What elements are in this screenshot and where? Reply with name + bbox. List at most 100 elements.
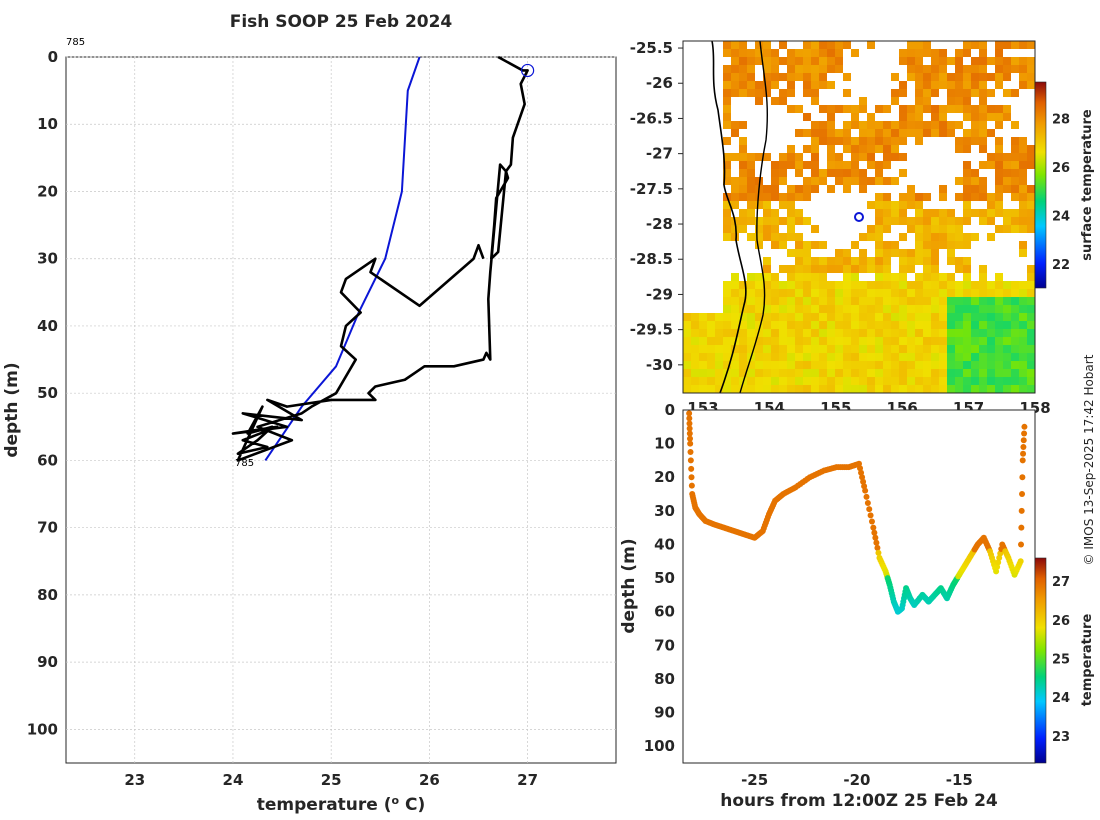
sst-cell: [795, 217, 803, 225]
sst-cell: [827, 57, 835, 65]
sst-cell: [947, 89, 955, 97]
depth-time-point: [993, 568, 1000, 575]
sst-cell: [755, 201, 763, 209]
sst-cell: [779, 89, 787, 97]
sst-cell: [1003, 321, 1011, 329]
sst-cell: [747, 153, 755, 161]
sst-cell: [939, 353, 947, 361]
sst-cell: [899, 169, 907, 177]
sst-cell: [963, 353, 971, 361]
sst-cell: [819, 369, 827, 377]
depth-time-point: [872, 534, 879, 541]
sst-cell: [995, 289, 1003, 297]
sst-cell: [803, 113, 811, 121]
sst-cell: [1003, 41, 1011, 49]
sst-cell: [947, 273, 955, 281]
sst-cell: [955, 361, 963, 369]
sst-cell: [931, 49, 939, 57]
sst-cell: [979, 385, 987, 393]
sst-cell: [939, 377, 947, 385]
sst-cell: [851, 337, 859, 345]
sst-cell: [875, 137, 883, 145]
sst-cell: [827, 153, 835, 161]
depth-time-point: [1019, 457, 1026, 464]
sst-cell: [699, 313, 707, 321]
sst-cell: [771, 169, 779, 177]
sst-cell: [747, 73, 755, 81]
sst-cell: [923, 289, 931, 297]
sst-cell: [883, 137, 891, 145]
sst-cell: [779, 345, 787, 353]
sst-cell: [955, 345, 963, 353]
sst-cell: [819, 329, 827, 337]
depth-time-point: [997, 550, 1004, 557]
sst-cell: [699, 385, 707, 393]
sst-cell: [907, 105, 915, 113]
sst-cell: [883, 241, 891, 249]
sst-cell: [979, 177, 987, 185]
sst-cell: [971, 385, 979, 393]
depth-time-point: [1021, 430, 1028, 437]
sst-cell: [843, 89, 851, 97]
sst-cell: [811, 241, 819, 249]
sst-cell: [803, 73, 811, 81]
sst-cell: [771, 313, 779, 321]
sst-cell: [971, 233, 979, 241]
sst-cell: [723, 385, 731, 393]
sst-cell: [875, 321, 883, 329]
sst-cell: [923, 65, 931, 73]
sst-cell: [923, 129, 931, 137]
sst-cell: [843, 385, 851, 393]
sst-cell: [1019, 153, 1027, 161]
sst-cell: [771, 177, 779, 185]
sst-cell: [1027, 41, 1035, 49]
sst-cell: [1019, 337, 1027, 345]
sst-cell: [907, 49, 915, 57]
sst-cell: [771, 281, 779, 289]
sst-cell: [891, 297, 899, 305]
sst-cell: [691, 329, 699, 337]
sst-cell: [963, 89, 971, 97]
sst-cell: [811, 89, 819, 97]
sst-cell: [763, 321, 771, 329]
sst-cell: [867, 313, 875, 321]
sst-cell: [931, 65, 939, 73]
sst-cell: [803, 65, 811, 73]
sst-cell: [835, 281, 843, 289]
sst-cell: [755, 49, 763, 57]
sst-cell: [963, 377, 971, 385]
sst-cell: [779, 161, 787, 169]
sst-cell: [955, 73, 963, 81]
sst-cell: [851, 105, 859, 113]
sst-cell: [787, 337, 795, 345]
temperature-colorbar: [1034, 557, 1047, 764]
sst-cell: [851, 369, 859, 377]
sst-cell: [739, 161, 747, 169]
sst-cell: [1019, 209, 1027, 217]
depth-time-point: [1018, 524, 1025, 531]
sst-cell: [923, 345, 931, 353]
sst-cell: [939, 281, 947, 289]
depth-time-point: [687, 457, 694, 464]
sst-cell: [987, 305, 995, 313]
sst-cell: [835, 361, 843, 369]
sst-map-lat-label: -25.5: [630, 39, 673, 57]
sst-cell: [819, 121, 827, 129]
sst-cell: [923, 81, 931, 89]
sst-cell: [1011, 57, 1019, 65]
profile-x-axis-label: temperature (o C): [257, 794, 426, 816]
sst-cell: [979, 353, 987, 361]
sst-cell: [835, 41, 843, 49]
sst-cell: [795, 169, 803, 177]
sst-cell: [755, 217, 763, 225]
profile-y-axis-label: depth (m): [2, 362, 22, 457]
sst-cell: [811, 313, 819, 321]
sst-cell: [923, 41, 931, 49]
sst-cell: [883, 193, 891, 201]
sst-cell: [755, 353, 763, 361]
sst-cell: [891, 377, 899, 385]
sst-cell: [979, 305, 987, 313]
sst-cell: [971, 177, 979, 185]
sst-cell: [963, 41, 971, 49]
sst-cell: [803, 49, 811, 57]
